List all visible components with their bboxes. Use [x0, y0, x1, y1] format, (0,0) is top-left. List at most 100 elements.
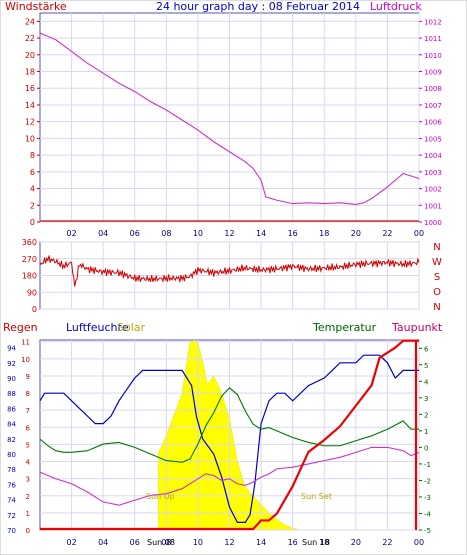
sunset-time-label: Sun 18 — [302, 538, 330, 547]
wind-tick-label: 18 — [25, 68, 35, 77]
time-tick-label: 14 — [256, 538, 266, 547]
time-tick-label: 02 — [66, 538, 76, 547]
time-tick-label: 08 — [161, 229, 171, 238]
humidity-tick-label: 78 — [7, 466, 16, 474]
time-tick-label: 20 — [351, 229, 361, 238]
time-tick-label: 02 — [66, 229, 76, 238]
pressure-tick-label: 1008 — [424, 85, 442, 93]
wind-tick-label: 22 — [25, 34, 35, 43]
rain-tick-label: 2 — [26, 493, 30, 501]
wind-tick-label: 8 — [30, 151, 35, 160]
rain-tick-label: 6 — [26, 424, 31, 432]
time-tick-label: 16 — [288, 229, 298, 238]
pressure-tick-label: 1001 — [424, 202, 442, 210]
sunrise-time-label: Sun 08 — [147, 538, 175, 547]
rain-tick-label: 5 — [26, 441, 30, 449]
wind-tick-label: 0 — [30, 218, 35, 227]
humidity-tick-label: 88 — [7, 390, 16, 398]
temperature-axis-title: Temperatur — [312, 321, 377, 334]
pressure-tick-label: 1005 — [424, 135, 442, 143]
direction-tick-label: 90 — [27, 288, 37, 297]
time-tick-label: 06 — [130, 538, 140, 547]
pressure-tick-label: 1007 — [424, 102, 442, 110]
temp-tick-label: -1 — [424, 461, 431, 469]
direction-tick-label: 270 — [22, 255, 37, 264]
direction-tick-label: 0 — [32, 305, 37, 314]
pressure-tick-label: 1003 — [424, 169, 442, 177]
humidity-tick-label: 74 — [7, 497, 16, 505]
time-tick-label: 18 — [319, 538, 329, 547]
time-tick-label: 04 — [98, 538, 108, 547]
temp-tick-label: 5 — [424, 362, 428, 370]
compass-label: N — [433, 302, 440, 313]
humidity-tick-label: 72 — [7, 512, 16, 520]
humidity-tick-label: 82 — [7, 436, 16, 444]
time-tick-label: 10 — [193, 538, 203, 547]
climate-panel: Regen Luftfeuchte Solar Temperatur Taupu… — [3, 321, 443, 547]
solar-axis-title: Solar — [117, 321, 146, 334]
pressure-tick-label: 1011 — [424, 35, 442, 43]
pressure-tick-label: 1002 — [424, 186, 442, 194]
temp-tick-label: 3 — [424, 395, 428, 403]
rain-tick-label: 9 — [26, 373, 30, 381]
temp-tick-label: 6 — [424, 345, 429, 353]
time-tick-label: 22 — [382, 229, 392, 238]
pressure-tick-label: 1010 — [424, 52, 442, 60]
time-tick-label: 20 — [351, 538, 361, 547]
wind-tick-label: 20 — [25, 51, 35, 60]
temp-tick-label: 0 — [424, 444, 428, 452]
pressure-axis-title: Luftdruck — [370, 0, 422, 13]
pressure-tick-label: 1006 — [424, 119, 442, 127]
rain-tick-label: 1 — [26, 510, 30, 518]
dewpoint-line — [39, 446, 420, 506]
rain-tick-label: 4 — [26, 459, 31, 467]
time-tick-label: 08 — [161, 538, 171, 547]
time-tick-label: 00 — [414, 229, 424, 238]
humidity-tick-label: 84 — [7, 421, 16, 429]
rain-tick-label: 11 — [21, 339, 30, 347]
pressure-wind-panel: Windstärke 24 hour graph day : 08 Februa… — [5, 0, 442, 238]
compass-label: S — [434, 272, 440, 283]
humidity-tick-label: 76 — [7, 481, 16, 489]
humidity-tick-label: 70 — [7, 527, 16, 535]
chart-title: 24 hour graph day : 08 Februar 2014 — [156, 0, 360, 13]
time-tick-label: 22 — [382, 538, 392, 547]
wind-tick-label: 24 — [25, 17, 35, 26]
rain-tick-label: 0 — [26, 527, 30, 535]
temp-tick-label: -3 — [424, 494, 431, 502]
rain-tick-label: 7 — [26, 407, 30, 415]
pressure-line — [39, 32, 420, 206]
humidity-tick-label: 92 — [7, 360, 16, 368]
pressure-tick-label: 1000 — [424, 219, 442, 227]
wind-tick-label: 16 — [25, 84, 35, 93]
compass-label: N — [433, 242, 440, 253]
pressure-tick-label: 1012 — [424, 18, 442, 26]
time-tick-label: 12 — [224, 229, 234, 238]
time-tick-label: 14 — [256, 229, 266, 238]
temperature-line — [39, 387, 419, 463]
humidity-tick-label: 86 — [7, 405, 16, 413]
humidity-axis-title: Luftfeuchte — [66, 321, 129, 334]
rain-tick-label: 8 — [26, 390, 30, 398]
wind-tick-label: 4 — [30, 185, 35, 194]
time-tick-label: 06 — [130, 229, 140, 238]
temp-tick-label: -4 — [424, 510, 432, 518]
rain-tick-label: 10 — [21, 356, 30, 364]
wind-tick-label: 14 — [25, 101, 35, 110]
pressure-tick-label: 1004 — [424, 152, 442, 160]
wind-tick-label: 2 — [30, 201, 35, 210]
temp-tick-label: -5 — [424, 527, 431, 535]
humidity-line — [39, 354, 419, 524]
compass-label: O — [433, 287, 441, 298]
rain-tick-label: 3 — [26, 476, 30, 484]
rain-axis-title: Regen — [3, 321, 38, 334]
dewpoint-axis-title: Taupunkt — [391, 321, 443, 334]
humidity-tick-label: 94 — [7, 345, 16, 353]
time-tick-label: 18 — [319, 229, 329, 238]
direction-tick-label: 360 — [22, 238, 37, 247]
rain-line — [40, 339, 419, 531]
sun-set-label: Sun Set — [301, 492, 332, 501]
time-tick-label: 16 — [288, 538, 298, 547]
wind-tick-label: 6 — [30, 168, 35, 177]
